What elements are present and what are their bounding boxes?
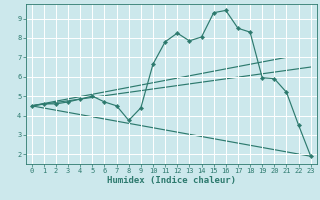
X-axis label: Humidex (Indice chaleur): Humidex (Indice chaleur) — [107, 176, 236, 185]
